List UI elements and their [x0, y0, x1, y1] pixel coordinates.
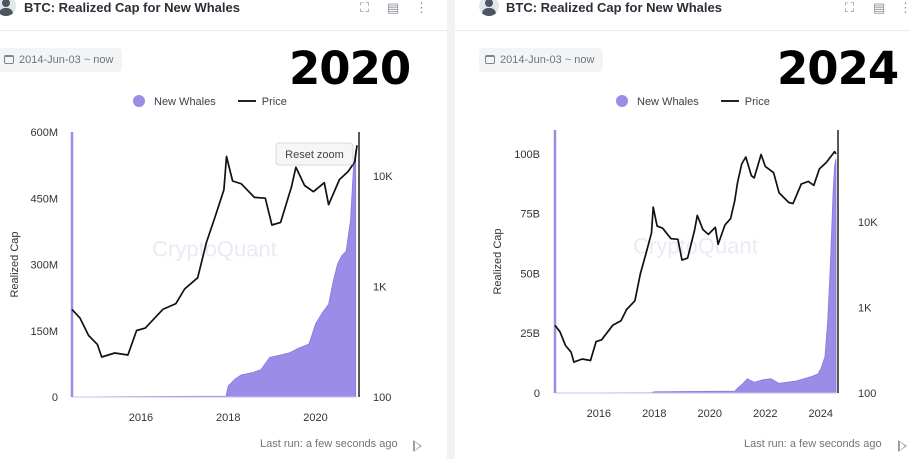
- y-right-tick-label: 1K: [373, 281, 387, 293]
- y-left-tick-label: 75B: [520, 209, 540, 221]
- header-divider: [455, 30, 910, 31]
- chart-type-icon[interactable]: ▤: [387, 0, 400, 15]
- legend-line: [237, 100, 256, 102]
- fullscreen-icon[interactable]: ⛶: [845, 0, 855, 15]
- legend-item-price[interactable]: Price: [216, 96, 287, 108]
- y-left-tick-label: 0: [52, 392, 58, 404]
- reset-zoom-button-bg: [275, 142, 354, 166]
- reset-zoom-button[interactable]: Reset zoom: [275, 142, 354, 166]
- year-label: 2024: [777, 42, 899, 95]
- run-icon[interactable]: [413, 440, 422, 452]
- x-tick-label: 2020: [698, 408, 722, 420]
- chart-panel-2024: BTC: Realized Cap for New Whales ⛶ ▤ ⋮ 2…: [455, 0, 910, 459]
- chart-legend: New Whales Price: [133, 95, 287, 108]
- legend-dot: [133, 95, 145, 107]
- x-tick-label: 2024: [809, 408, 833, 420]
- y-left-tick-label: 25B: [520, 328, 540, 340]
- y-right-tick-label: 100: [858, 388, 876, 400]
- calendar-icon: [485, 55, 495, 64]
- x-tick-label: 2020: [303, 412, 327, 424]
- series-new-whales-area: [554, 158, 837, 394]
- panel-separator: [447, 0, 455, 459]
- chart-title: BTC: Realized Cap for New Whales: [506, 0, 722, 15]
- y-left-tick-label: 600M: [30, 127, 58, 139]
- legend-dot: [616, 95, 628, 107]
- y-left-tick-label: 100B: [514, 149, 540, 161]
- y-left-tick-label: 300M: [30, 260, 58, 272]
- date-range-text: 2014-Jun-03 ~ now: [19, 54, 114, 66]
- last-run-status: Last run: a few seconds ago: [744, 438, 882, 450]
- y-left-tick-label: 50B: [520, 268, 540, 280]
- y-right-tick-label: 10K: [373, 171, 393, 183]
- chart-type-icon[interactable]: ▤: [873, 0, 886, 15]
- last-run-status: Last run: a few seconds ago: [260, 438, 398, 450]
- x-tick-label: 2022: [753, 408, 777, 420]
- y-axis-title: Realized Cap: [492, 228, 504, 294]
- run-icon[interactable]: [898, 440, 907, 452]
- legend-line: [720, 100, 739, 102]
- y-left-tick-label: 150M: [30, 326, 58, 338]
- reset-zoom-label: Reset zoom: [285, 149, 344, 161]
- chart-panel-2020: BTC: Realized Cap for New Whales ⛶ ▤ ⋮ 2…: [0, 0, 447, 459]
- chart-plot-2020[interactable]: CryptoQuant 0 150M 300M 450M 600M 100 1K 10K 2016…: [0, 0, 447, 459]
- y-right-tick-label: 1K: [858, 303, 872, 315]
- chart-title: BTC: Realized Cap for New Whales: [24, 0, 240, 15]
- calendar-icon: [4, 55, 14, 64]
- more-vert-icon[interactable]: ⋮: [415, 0, 428, 15]
- x-tick-label: 2016: [587, 408, 611, 420]
- date-range-text: 2014-Jun-03 ~ now: [500, 54, 595, 66]
- year-label: 2020: [289, 42, 411, 95]
- chart-legend: New Whales Price: [616, 95, 770, 108]
- x-tick-label: 2016: [129, 412, 153, 424]
- author-avatar: [479, 0, 499, 16]
- legend-item-price[interactable]: Price: [699, 96, 770, 108]
- y-right-tick-label: 100: [373, 392, 391, 404]
- header-divider: [0, 30, 447, 31]
- y-left-tick-label: 0: [534, 388, 540, 400]
- y-left-tick-label: 450M: [30, 193, 58, 205]
- y-right-tick-label: 10K: [858, 217, 878, 229]
- chart-plot-2024[interactable]: CryptoQuant 0 25B 50B 75B 100B 100 1K 10K 2016 201…: [455, 0, 910, 459]
- fullscreen-icon[interactable]: ⛶: [360, 0, 370, 15]
- x-tick-label: 2018: [216, 412, 240, 424]
- y-axis-title: Realized Cap: [9, 231, 21, 297]
- author-avatar: [0, 0, 16, 16]
- watermark: CryptoQuant: [152, 237, 277, 262]
- watermark: CryptoQuant: [633, 234, 758, 259]
- date-range-picker[interactable]: 2014-Jun-03 ~ now: [479, 48, 604, 72]
- series-price-line: [554, 150, 837, 363]
- series-price-line: [71, 145, 358, 358]
- legend-item-new-whales[interactable]: New Whales: [133, 95, 216, 108]
- x-tick-label: 2018: [642, 408, 666, 420]
- series-new-whales-area: [71, 149, 357, 398]
- date-range-picker[interactable]: 2014-Jun-03 ~ now: [0, 48, 123, 72]
- legend-item-new-whales[interactable]: New Whales: [616, 95, 699, 108]
- more-vert-icon[interactable]: ⋮: [899, 0, 910, 15]
